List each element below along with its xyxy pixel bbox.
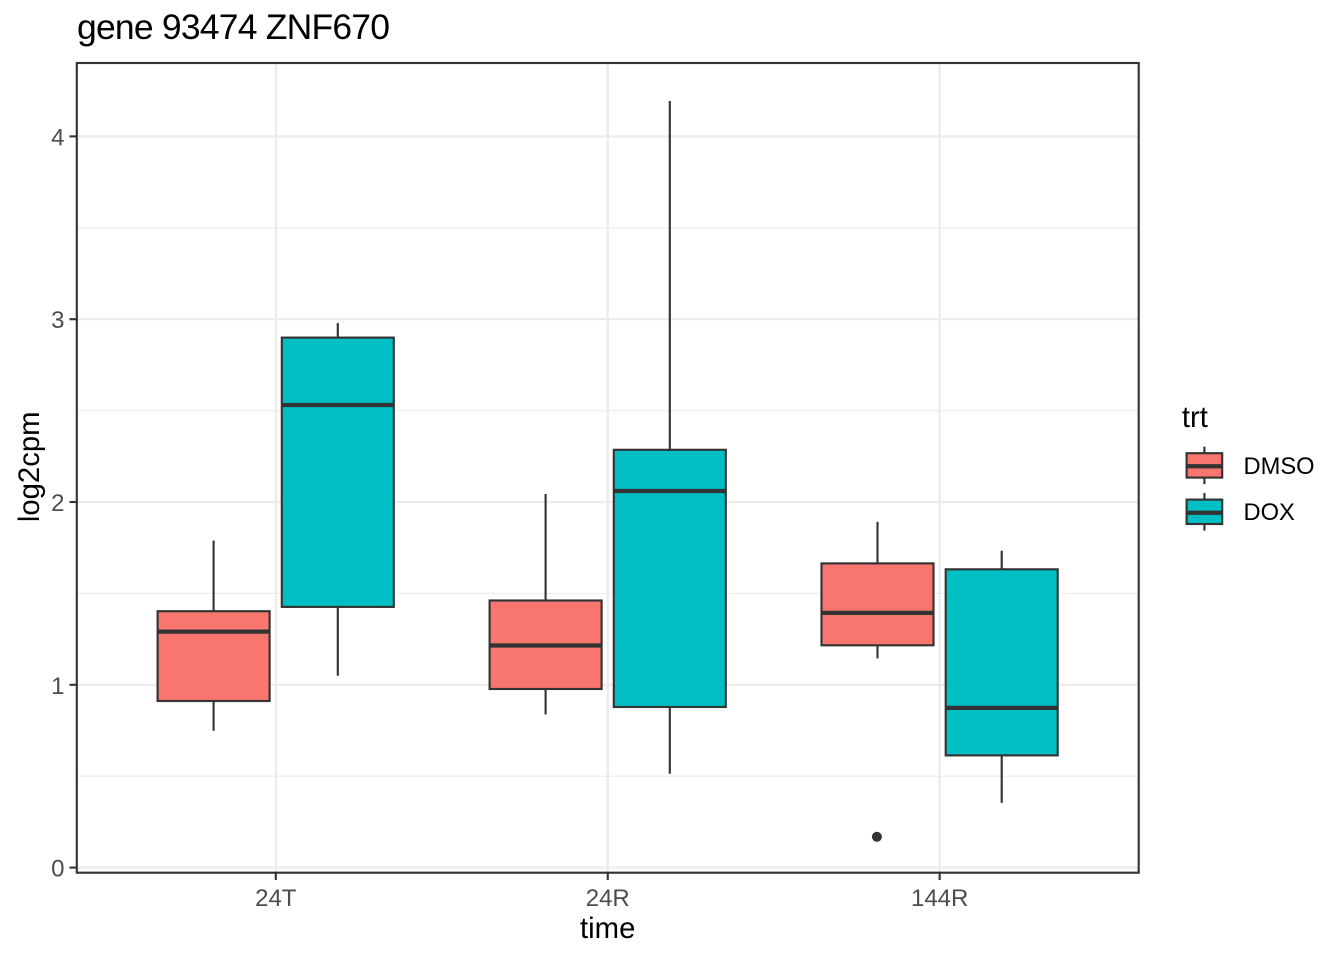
svg-text:time: time [580, 912, 635, 945]
svg-text:24R: 24R [586, 885, 630, 912]
svg-text:trt: trt [1182, 401, 1208, 434]
svg-text:DMSO: DMSO [1244, 454, 1315, 480]
svg-text:DOX: DOX [1244, 500, 1296, 526]
svg-text:log2cpm: log2cpm [13, 411, 46, 522]
svg-text:4: 4 [51, 124, 64, 151]
svg-text:3: 3 [51, 307, 64, 334]
svg-text:144R: 144R [911, 885, 968, 912]
svg-text:1: 1 [51, 673, 64, 700]
svg-text:2: 2 [51, 490, 64, 517]
svg-text:gene 93474 ZNF670: gene 93474 ZNF670 [77, 7, 390, 47]
svg-text:24T: 24T [255, 885, 297, 912]
svg-text:0: 0 [51, 856, 64, 883]
